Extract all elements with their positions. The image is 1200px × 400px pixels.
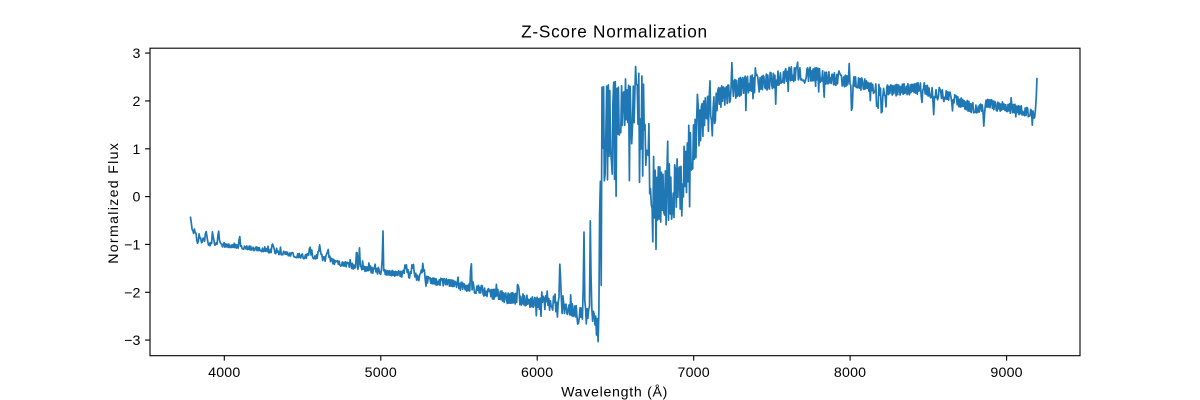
- svg-text:−1: −1: [124, 238, 140, 254]
- svg-text:Z-Score Normalization: Z-Score Normalization: [521, 21, 708, 41]
- svg-text:5000: 5000: [365, 365, 397, 381]
- svg-text:Wavelength (Å): Wavelength (Å): [561, 383, 668, 400]
- svg-text:7000: 7000: [678, 365, 710, 381]
- svg-text:6000: 6000: [521, 365, 553, 381]
- svg-text:Normalized Flux: Normalized Flux: [106, 142, 122, 264]
- svg-text:8000: 8000: [834, 365, 866, 381]
- svg-text:−3: −3: [124, 333, 140, 349]
- svg-text:−2: −2: [124, 285, 140, 301]
- svg-text:1: 1: [133, 142, 141, 158]
- svg-text:0: 0: [133, 190, 141, 206]
- svg-text:2: 2: [133, 94, 141, 110]
- svg-text:4000: 4000: [208, 365, 240, 381]
- svg-text:3: 3: [133, 46, 141, 62]
- svg-text:9000: 9000: [990, 365, 1022, 381]
